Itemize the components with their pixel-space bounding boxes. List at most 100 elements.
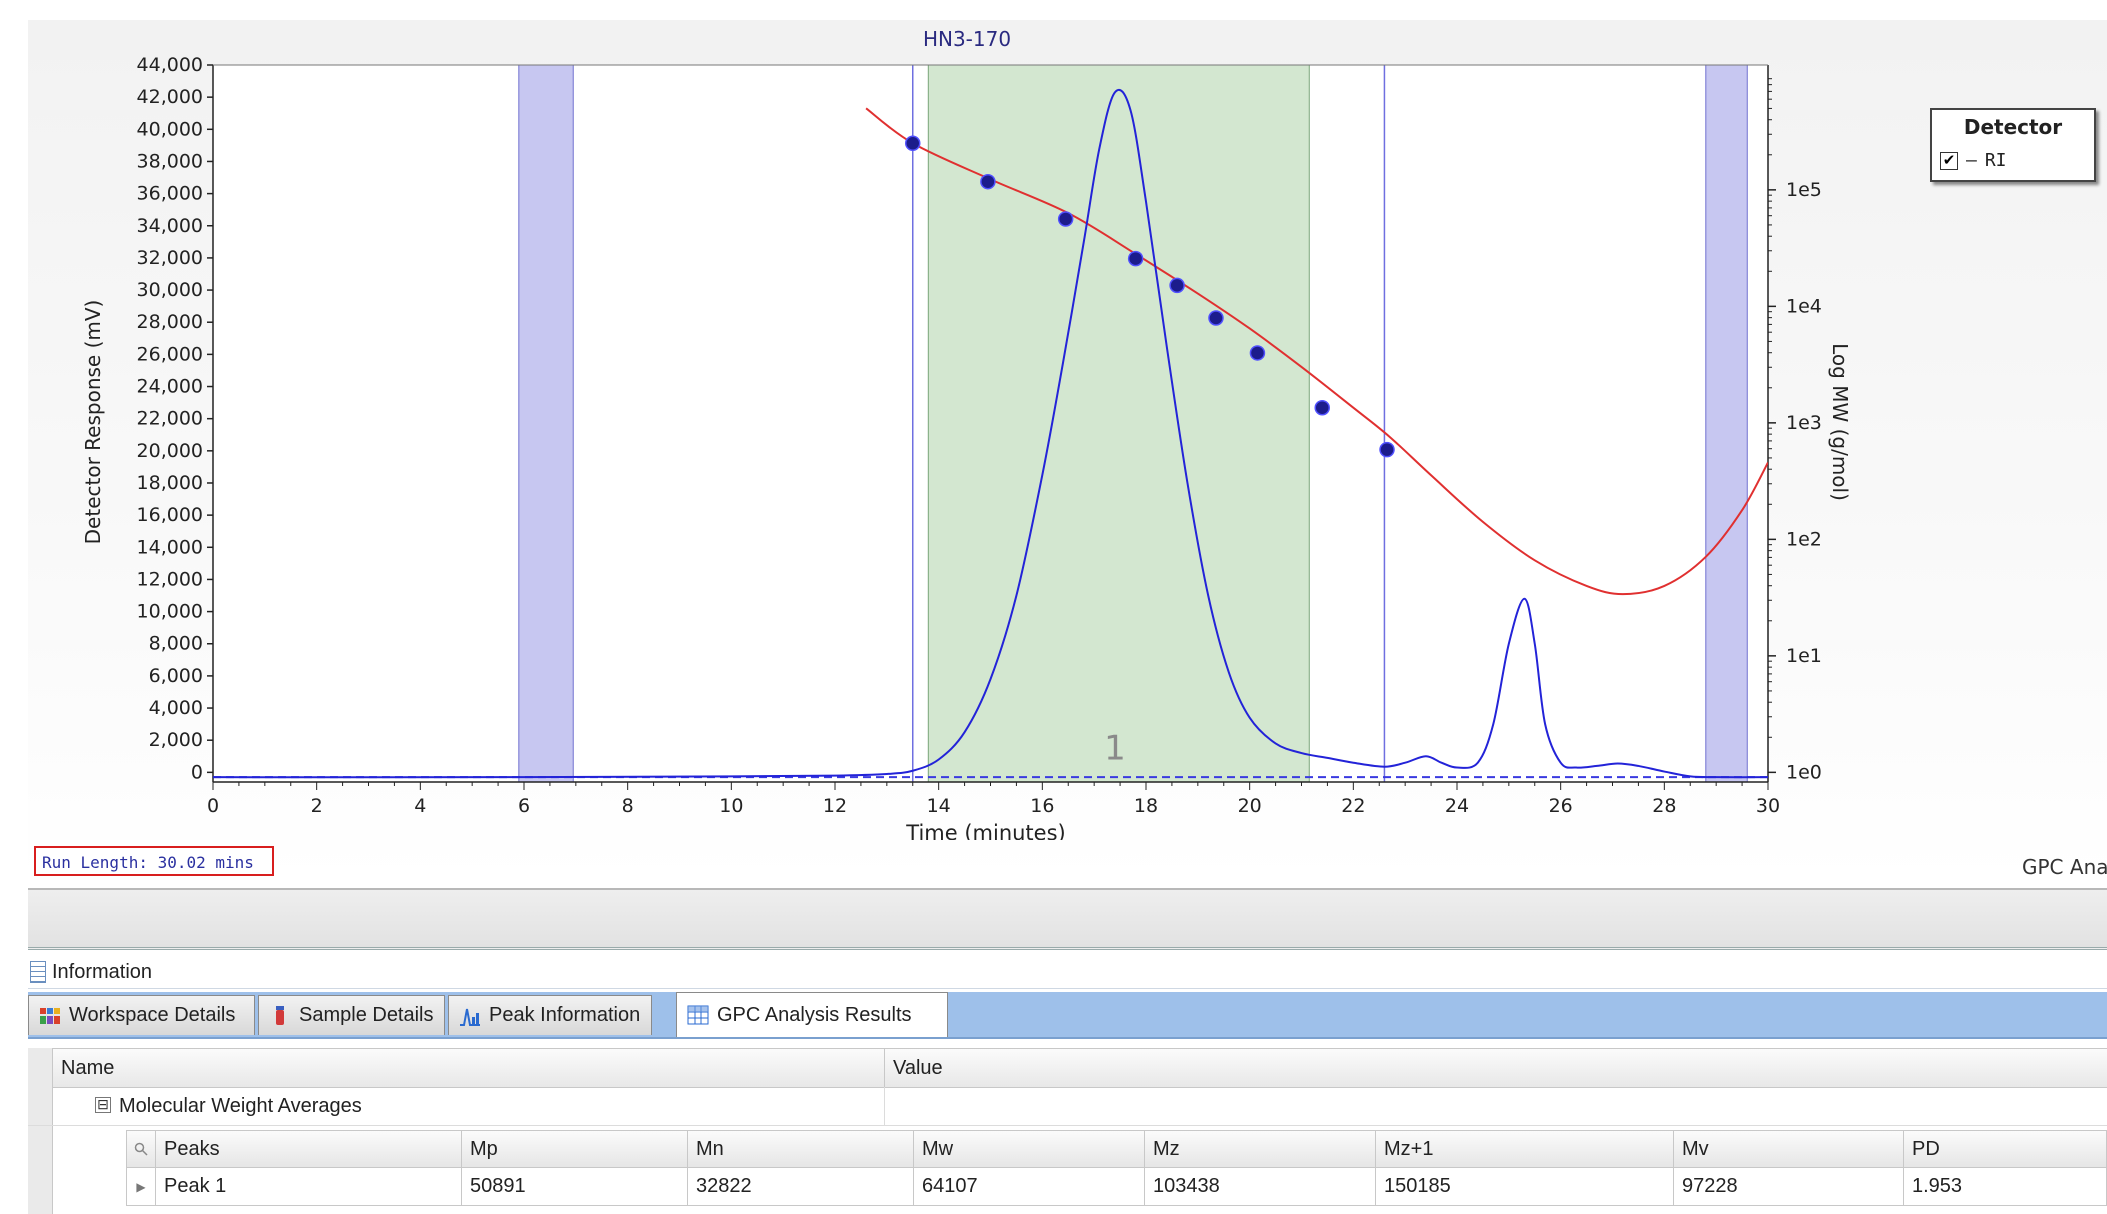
calibration-point [1208,310,1224,326]
cell-pd[interactable]: 1.953 [1903,1168,2107,1205]
y2-tick-label: 1e1 [1786,645,1822,667]
peaks-header-peaks[interactable]: Peaks [155,1131,461,1167]
search-icon [134,1142,148,1156]
x-tick-label: 16 [1030,795,1054,817]
cell-mz1[interactable]: 150185 [1375,1168,1673,1205]
calibration-point [905,135,921,152]
y-tick-label: 10,000 [137,601,203,623]
y-tick-label: 0 [191,761,203,783]
y-tick-label: 2,000 [149,729,203,751]
y2-tick-label: 1e5 [1786,179,1822,201]
tab-sample-details[interactable]: Sample Details [258,995,445,1035]
information-title: Information [52,960,153,983]
x-tick-label: 6 [518,795,530,817]
x-tick-label: 8 [622,795,634,817]
cell-mp[interactable]: 50891 [461,1168,687,1205]
y-tick-label: 32,000 [137,247,203,269]
y-tick-label: 4,000 [149,697,203,719]
y2-tick-label: 1e0 [1786,761,1822,783]
cell-peak-name[interactable]: Peak 1 [155,1168,461,1205]
y2-tick-label: 1e3 [1786,412,1822,434]
x-tick-label: 2 [311,795,323,817]
tab-label: Sample Details [299,1004,434,1026]
y-tick-label: 26,000 [137,343,203,365]
y-tick-label: 28,000 [137,311,203,333]
splitter-band[interactable] [28,890,2107,950]
y-tick-label: 36,000 [137,183,203,205]
cell-mv[interactable]: 97228 [1673,1168,1903,1205]
column-divider [884,1087,885,1125]
table-row[interactable]: ▶ Peak 1 50891 32822 64107 103438 150185… [126,1168,2107,1206]
x-tick-label: 20 [1238,795,1262,817]
cell-mw[interactable]: 64107 [913,1168,1144,1205]
legend-label-ri: RI [1984,150,2007,171]
peaks-header-pd[interactable]: PD [1903,1131,2107,1167]
peaks-header-mn[interactable]: Mn [687,1131,913,1167]
detector-legend: Detector ✔ – RI [1930,108,2096,182]
run-length-label: Run Length: 30.02 mins [34,846,274,876]
vial-icon [276,1005,284,1025]
x-tick-label: 12 [823,795,847,817]
y-tick-label: 42,000 [137,86,203,108]
calibration-point [1314,399,1330,416]
peaks-header-mv[interactable]: Mv [1673,1131,1903,1167]
group-label: Molecular Weight Averages [119,1095,362,1117]
cell-mn[interactable]: 32822 [687,1168,913,1205]
chromatogram-chart: HN3-170 0 2,000 4,000 6,000 8,000 10,000 12,00… [81,27,1852,840]
y2-tick-label: 1e2 [1786,528,1822,550]
x-tick-label: 0 [207,795,219,817]
column-header-name[interactable]: Name [52,1049,884,1087]
chromatogram-panel: HN3-170 0 2,000 4,000 6,000 8,000 10,000 12,00… [28,20,2107,880]
peak-chart-icon [460,1008,480,1026]
x-tick-label: 24 [1445,795,1469,817]
y-tick-label: 12,000 [137,568,203,590]
x-tick-label: 22 [1341,795,1365,817]
peaks-header-mp[interactable]: Mp [461,1131,687,1167]
tab-label: Peak Information [489,1004,641,1026]
panel-separator [28,888,2107,890]
column-header-value[interactable]: Value [884,1049,2107,1087]
tab-gpc-analysis-results[interactable]: GPC Analysis Results [676,992,948,1037]
y-tick-label: 38,000 [137,150,203,172]
peaks-header-mz[interactable]: Mz [1144,1131,1375,1167]
integration-region [927,64,1310,783]
peaks-table: Peaks Mp Mn Mw Mz Mz+1 Mv PD ▶ Peak 1 50… [126,1130,2107,1214]
peaks-header-mw[interactable]: Mw [913,1131,1144,1167]
x-tick-label: 4 [414,795,426,817]
cell-mz[interactable]: 103438 [1144,1168,1375,1205]
x-axis-label: Time (minutes) [905,821,1065,840]
legend-dash: – [1966,150,1977,171]
peaks-header-mz1[interactable]: Mz+1 [1375,1131,1673,1167]
y2-tick-label: 1e4 [1786,295,1822,317]
row-arrow-icon: ▶ [136,1179,146,1194]
ri-checkbox[interactable]: ✔ [1940,151,1958,170]
tab-label: GPC Analysis Results [717,1003,912,1026]
x-tick-label: 30 [1756,795,1780,817]
row-selector-header[interactable] [127,1131,155,1167]
y-tick-label: 8,000 [149,633,203,655]
document-icon [30,961,46,983]
y-tick-label: 34,000 [137,215,203,237]
peak-number-label: 1 [1104,728,1126,768]
legend-item-ri[interactable]: ✔ – RI [1940,150,2007,171]
tab-label: Workspace Details [69,1004,236,1026]
legend-title: Detector [1963,115,2063,139]
group-row-molecular-weight[interactable]: ⊟ Molecular Weight Averages [28,1087,2107,1126]
grid-icon [687,1005,709,1025]
tab-workspace-details[interactable]: Workspace Details [28,995,255,1035]
ri-trace [213,88,1768,779]
information-panel-header: Information [28,956,2107,989]
y-tick-label: 24,000 [137,376,203,398]
y-tick-label: 22,000 [137,408,203,430]
calibration-point [1127,250,1144,267]
x-tick-label: 10 [719,795,743,817]
row-indicator[interactable]: ▶ [127,1168,155,1205]
tab-peak-information[interactable]: Peak Information [448,995,652,1035]
y2-axis-label: Log MW (g/mol) [1828,343,1852,501]
calibration-point [1379,441,1395,458]
collapse-toggle[interactable]: ⊟ [95,1097,111,1113]
x-tick-label: 28 [1652,795,1676,817]
peaks-table-header: Peaks Mp Mn Mw Mz Mz+1 Mv PD [126,1130,2107,1168]
excluded-band-2 [1705,64,1748,783]
excluded-band-1 [518,64,574,783]
